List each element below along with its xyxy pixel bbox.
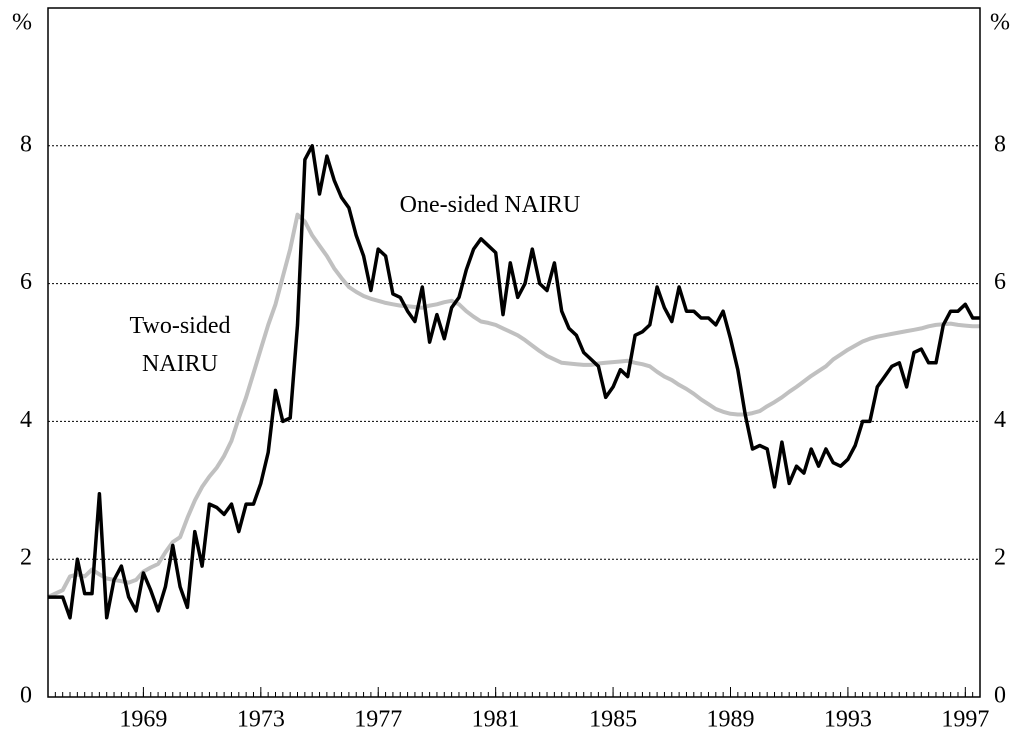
x-tick-label: 1973: [237, 707, 285, 733]
series-line: [48, 144, 980, 620]
y2-axis-label: %: [990, 10, 1010, 36]
x-tick-label: 1969: [119, 707, 167, 733]
y-tick-label: 4: [20, 407, 32, 433]
y2-tick-label: 0: [994, 683, 1006, 709]
y2-tick-label: 8: [994, 131, 1006, 157]
series-line: [47, 212, 980, 599]
y-tick-label: 2: [20, 545, 32, 571]
x-tick-label: 1993: [824, 707, 872, 733]
y-tick-label: 6: [20, 269, 32, 295]
y-tick-label: 8: [20, 131, 32, 157]
x-tick-label: 1989: [706, 707, 754, 733]
y-axis-label: %: [12, 10, 32, 36]
x-tick-label: 1997: [941, 707, 989, 733]
plot-frame: [47, 7, 981, 698]
x-tick-label: 1981: [472, 707, 520, 733]
series-label: Two-sided NAIRU: [129, 313, 231, 377]
y2-tick-label: 6: [994, 269, 1006, 295]
series-label: One-sided NAIRU: [399, 192, 581, 218]
y2-tick-label: 4: [994, 407, 1006, 433]
y-tick-label: 0: [20, 683, 32, 709]
y2-tick-label: 2: [994, 545, 1006, 571]
x-tick-label: 1977: [354, 707, 402, 733]
x-tick-label: 1985: [589, 707, 637, 733]
